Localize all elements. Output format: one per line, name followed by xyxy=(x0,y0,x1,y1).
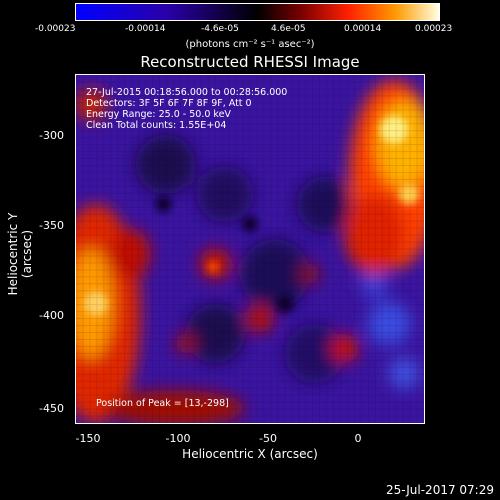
x-tick-label: 0 xyxy=(354,432,362,445)
y-axis-label: Heliocentric Y (arcsec) xyxy=(6,212,34,296)
timestamp: 25-Jul-2017 07:29 xyxy=(385,483,494,497)
y-tick-label: -300 xyxy=(39,129,64,142)
annotation-peak: Position of Peak = [13,-298] xyxy=(96,398,229,409)
x-tick-label: -50 xyxy=(259,432,277,445)
y-tick-label: -350 xyxy=(39,219,64,232)
colorbar-tick: -4.6e-05 xyxy=(201,24,239,34)
solar-map-image xyxy=(76,75,424,423)
annotation-energy: Energy Range: 25.0 - 50.0 keV xyxy=(86,109,231,120)
colorbar-unit: (photons cm⁻² s⁻¹ asec⁻²) xyxy=(185,39,315,50)
y-tick-label: -450 xyxy=(39,402,64,415)
x-tick-label: -150 xyxy=(75,432,101,445)
annotation-detectors: Detectors: 3F 5F 6F 7F 8F 9F, Att 0 xyxy=(86,98,252,109)
colorbar-tick: 4.6e-05 xyxy=(271,24,306,34)
x-tick-label: -100 xyxy=(165,432,191,445)
y-tick-label: -400 xyxy=(39,309,64,322)
plot-title: Reconstructed RHESSI Image xyxy=(140,53,360,71)
annotation-method: Clean Total counts: 1.55E+04 xyxy=(86,120,227,131)
colorbar xyxy=(75,3,440,21)
annotation-time-range: 27-Jul-2015 00:18:56.000 to 00:28:56.000 xyxy=(86,87,288,98)
colorbar-tick: 0.00014 xyxy=(344,24,382,34)
colorbar-tick: -0.00023 xyxy=(35,24,76,34)
x-axis-label: Heliocentric X (arcsec) xyxy=(182,447,318,461)
image-plot: 27-Jul-2015 00:18:56.000 to 00:28:56.000… xyxy=(75,74,425,424)
colorbar-tick: -0.00014 xyxy=(125,24,166,34)
colorbar-tick-labels: -0.00023 -0.00014 -4.6e-05 4.6e-05 0.000… xyxy=(35,24,452,38)
colorbar-tick: 0.00023 xyxy=(415,24,453,34)
